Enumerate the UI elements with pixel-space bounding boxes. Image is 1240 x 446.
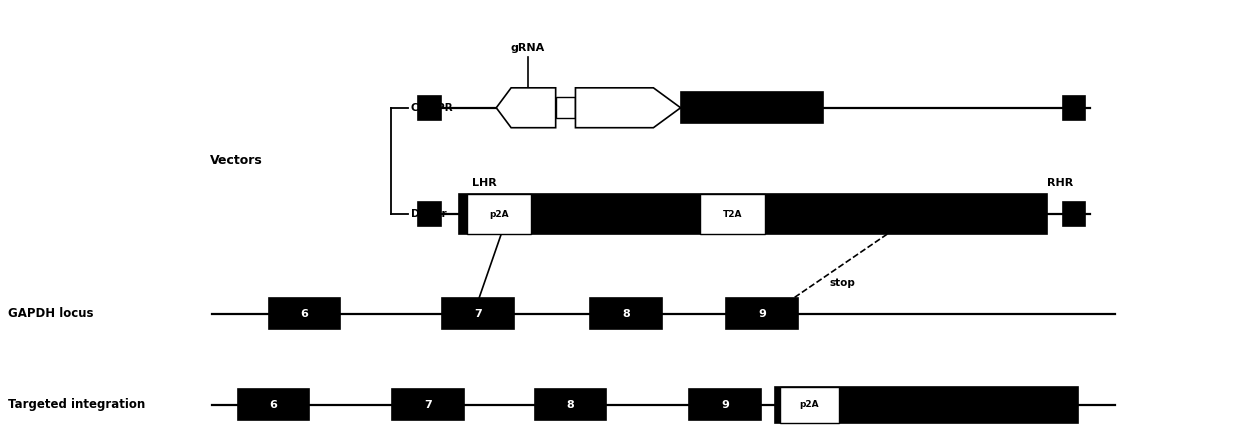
Text: 9: 9 bbox=[722, 400, 729, 410]
Polygon shape bbox=[496, 88, 556, 128]
Bar bbox=[775, 387, 1078, 423]
Text: p2A: p2A bbox=[800, 400, 820, 409]
Bar bbox=[689, 389, 761, 420]
Bar bbox=[466, 194, 531, 234]
Bar bbox=[590, 298, 662, 330]
Bar bbox=[418, 202, 440, 226]
Text: stop: stop bbox=[830, 278, 856, 288]
Bar bbox=[556, 97, 575, 118]
Text: U6: U6 bbox=[523, 103, 537, 112]
Bar bbox=[1063, 202, 1085, 226]
Bar bbox=[238, 389, 310, 420]
Bar bbox=[418, 95, 440, 120]
Text: CRISPR: CRISPR bbox=[410, 103, 454, 113]
Bar bbox=[780, 387, 839, 423]
Text: p2A: p2A bbox=[489, 210, 508, 219]
Text: 6: 6 bbox=[269, 400, 278, 410]
Text: EF1α: EF1α bbox=[613, 103, 636, 112]
Bar bbox=[727, 298, 799, 330]
Bar bbox=[1063, 95, 1085, 120]
Bar bbox=[701, 194, 765, 234]
Text: 8: 8 bbox=[567, 400, 574, 410]
Text: 7: 7 bbox=[424, 400, 432, 410]
Text: GAPDH locus: GAPDH locus bbox=[7, 307, 93, 320]
Text: LHR: LHR bbox=[471, 178, 496, 188]
Text: Vectors: Vectors bbox=[210, 154, 263, 167]
Text: 7: 7 bbox=[474, 309, 481, 319]
Text: Donor: Donor bbox=[410, 209, 446, 219]
Bar bbox=[459, 194, 1047, 234]
Text: 6: 6 bbox=[300, 309, 309, 319]
Bar bbox=[392, 389, 464, 420]
Bar bbox=[269, 298, 341, 330]
Bar bbox=[681, 92, 823, 123]
Text: RHR: RHR bbox=[1047, 178, 1073, 188]
Bar bbox=[441, 298, 513, 330]
Text: gRNA: gRNA bbox=[511, 43, 544, 53]
Bar bbox=[534, 389, 606, 420]
Text: 9: 9 bbox=[759, 309, 766, 319]
Polygon shape bbox=[575, 88, 681, 128]
Text: Targeted integration: Targeted integration bbox=[7, 398, 145, 411]
Text: 8: 8 bbox=[622, 309, 630, 319]
Text: T2A: T2A bbox=[723, 210, 743, 219]
